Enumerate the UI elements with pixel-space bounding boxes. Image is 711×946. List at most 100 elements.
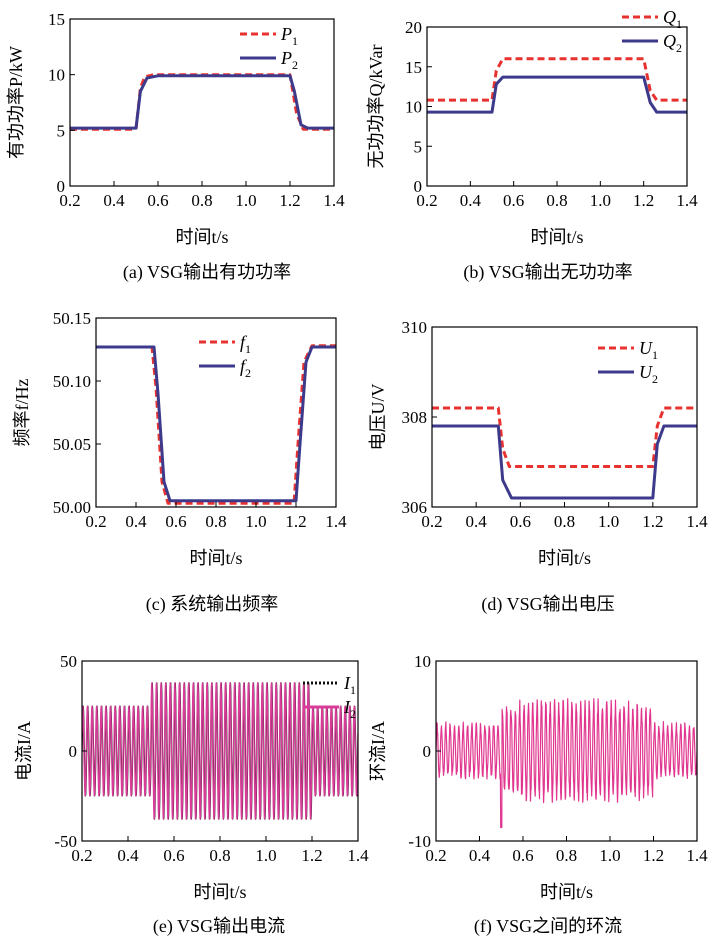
y-tick-label: -50 [54, 832, 77, 851]
x-tick-label: 0.2 [421, 512, 442, 531]
x-tick-label: 0.6 [165, 512, 186, 531]
y-tick-label: 310 [402, 318, 428, 337]
x-tick-label: 1.2 [279, 191, 300, 210]
x-tick-label: 1.0 [598, 512, 619, 531]
x-axis-label: 时间t/s [540, 882, 593, 902]
series-line-i [436, 698, 697, 829]
x-tick-label: 0.6 [163, 846, 184, 865]
x-tick-label: 1.4 [676, 191, 698, 210]
x-tick-label: 0.8 [546, 191, 567, 210]
y-tick-label: 308 [402, 408, 428, 427]
legend-label: P2 [280, 48, 298, 72]
y-axis-label: 频率f/Hz [12, 378, 32, 446]
series-line-Q2 [427, 75, 687, 114]
x-tick-label: 0.4 [469, 846, 491, 865]
series-group [427, 57, 687, 114]
y-tick-label: 50.10 [53, 372, 91, 391]
y-tick-label: 0 [69, 742, 78, 761]
panel-caption: (d) VSG输出电压 [481, 594, 614, 615]
x-tick-label: 1.4 [686, 846, 708, 865]
x-axis-label: 时间t/s [175, 227, 228, 247]
x-tick-label: 0.8 [205, 512, 226, 531]
y-tick-label: 5 [57, 121, 66, 140]
legend-label: f1 [240, 332, 251, 356]
x-tick-label: 0.6 [512, 846, 533, 865]
series-group [82, 682, 358, 820]
legend-label: U2 [639, 362, 658, 386]
series-line-P1 [70, 73, 334, 131]
y-tick-label: 50.05 [53, 435, 91, 454]
x-tick-label: 1.2 [633, 191, 654, 210]
x-tick-label: 0.6 [503, 191, 524, 210]
y-tick-label: 0 [414, 177, 423, 196]
x-tick-label: 1.0 [255, 846, 276, 865]
x-tick-label: 0.2 [416, 191, 437, 210]
y-tick-label: 10 [414, 652, 431, 671]
series-group [436, 698, 697, 829]
x-tick-label: 0.8 [191, 191, 212, 210]
y-tick-label: 50 [60, 652, 77, 671]
legend-label: U1 [639, 338, 658, 362]
x-axis-label: 时间t/s [530, 227, 583, 247]
legend-label: Q2 [663, 31, 682, 55]
x-tick-label: 0.4 [103, 191, 125, 210]
x-tick-label: 0.2 [59, 191, 80, 210]
y-tick-label: 10 [405, 98, 422, 117]
x-tick-label: 0.2 [425, 846, 446, 865]
y-tick-label: 15 [48, 10, 65, 29]
y-tick-label: 5 [414, 137, 423, 156]
series-line-I2 [82, 682, 358, 820]
x-tick-label: 1.0 [590, 191, 611, 210]
x-tick-label: 1.2 [285, 512, 306, 531]
x-tick-label: 1.4 [323, 191, 345, 210]
y-axis-label: 有功功率P/kW [6, 46, 26, 159]
y-tick-label: 0 [57, 177, 66, 196]
x-axis-label: 时间t/s [193, 882, 246, 902]
series-line-f2 [96, 345, 336, 503]
panel-caption: (e) VSG输出电流 [153, 916, 285, 937]
panel-f: 0.2 0.4 0.6 0.8 1.0 1.2 1.4 -10 0 10 时间t/s 环流I/A (f)… [368, 652, 708, 937]
panel-a: 0.2 0.4 0.6 0.8 1.0 1.2 1.4 0 5 10 15 时间t/s 有功功率P/kW… [6, 10, 345, 283]
x-tick-label: 1.0 [599, 846, 620, 865]
y-tick-label: -10 [408, 832, 431, 851]
x-tick-label: 1.0 [245, 512, 266, 531]
x-tick-label: 0.4 [466, 512, 488, 531]
y-tick-label: 10 [48, 66, 65, 85]
x-tick-label: 1.0 [235, 191, 256, 210]
y-tick-label: 20 [405, 18, 422, 37]
panel-caption: (a) VSG输出有功功率 [123, 262, 291, 283]
y-tick-label: 306 [402, 498, 428, 517]
x-tick-label: 0.6 [510, 512, 531, 531]
x-axis-label: 时间t/s [189, 548, 242, 568]
x-tick-label: 0.8 [554, 512, 575, 531]
y-axis-label: 环流I/A [368, 721, 388, 781]
series-group [96, 344, 336, 505]
x-tick-label: 1.2 [642, 512, 663, 531]
x-tick-label: 0.4 [117, 846, 139, 865]
x-tick-label: 1.4 [325, 512, 347, 531]
x-tick-label: 0.4 [125, 512, 147, 531]
y-tick-label: 15 [405, 58, 422, 77]
x-tick-label: 0.8 [556, 846, 577, 865]
x-tick-label: 0.4 [460, 191, 482, 210]
x-tick-label: 1.4 [686, 512, 708, 531]
panel-d: 0.2 0.4 0.6 0.8 1.0 1.2 1.4 306 308 310 时间t/s 电压U/V… [368, 318, 708, 615]
series-line-Q1 [427, 57, 687, 102]
panel-e: 0.2 0.4 0.6 0.8 1.0 1.2 1.4 -50 0 50 时间t/s 电流I/A (e)… [14, 652, 369, 937]
series-group [70, 73, 334, 131]
y-tick-label: 50.00 [53, 498, 91, 517]
x-axis-label: 时间t/s [538, 548, 591, 568]
x-tick-label: 1.2 [643, 846, 664, 865]
x-tick-label: 1.2 [301, 846, 322, 865]
panel-caption: (b) VSG输出无功功率 [463, 262, 632, 283]
panel-c: 0.2 0.4 0.6 0.8 1.0 1.2 1.4 50.00 50.05 50.10 50.1… [12, 309, 347, 615]
x-tick-label: 1.4 [347, 846, 369, 865]
y-tick-label: 0 [423, 742, 432, 761]
series-line-U2 [432, 424, 697, 500]
x-tick-label: 0.8 [209, 846, 230, 865]
